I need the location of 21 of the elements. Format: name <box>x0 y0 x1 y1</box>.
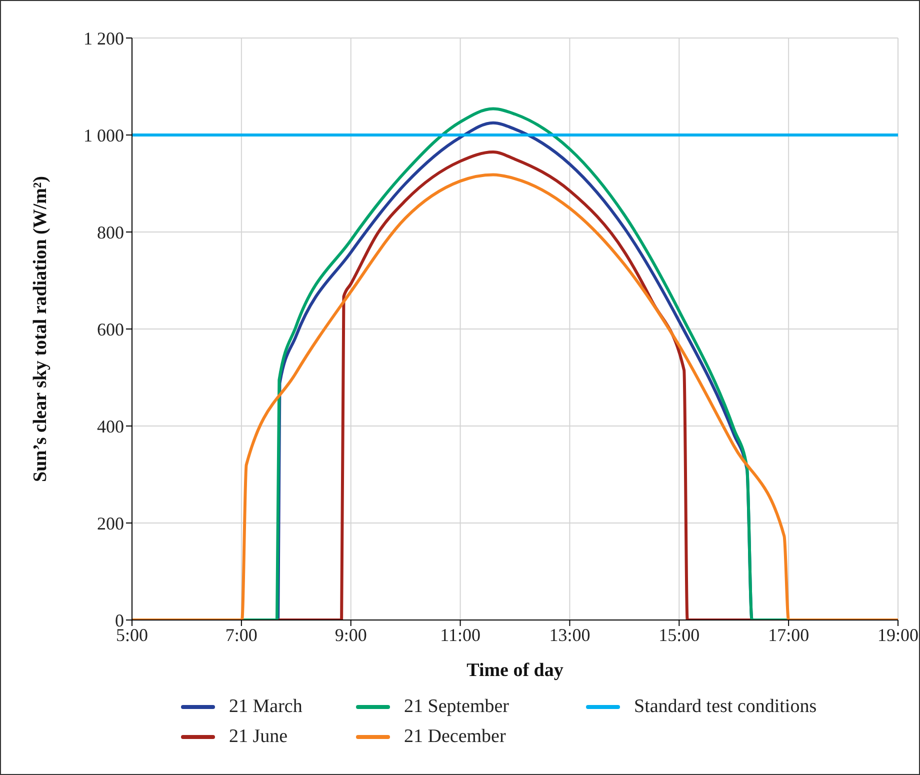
x-tick-label: 17:00 <box>768 624 810 645</box>
y-tick-label: 200 <box>97 513 124 534</box>
y-tick-label: 1 200 <box>84 28 124 48</box>
x-tick-label: 15:00 <box>658 624 700 645</box>
y-tick-label: 800 <box>97 222 124 242</box>
y-tick-label: 0 <box>115 610 124 630</box>
legend-label: Standard test conditions <box>634 696 817 718</box>
x-tick-label: 9:00 <box>334 624 367 645</box>
x-tick-label: 7:00 <box>225 624 258 645</box>
y-tick-label: 600 <box>97 319 124 340</box>
x-tick-label: 11:00 <box>440 624 480 645</box>
y-tick-label: 400 <box>97 416 124 436</box>
legend-label: 21 September <box>404 696 510 718</box>
legend-label: 21 March <box>229 696 302 718</box>
x-tick-label: 13:00 <box>549 624 590 645</box>
y-tick-label: 1 000 <box>84 125 124 146</box>
legend-label: 21 June <box>229 726 288 748</box>
x-tick-label: 19:00 <box>877 624 919 645</box>
legend-label: 21 December <box>404 726 506 748</box>
y-axis-title: Sun’s clear sky total radiation (W/m²) <box>30 176 51 482</box>
x-axis-title: Time of day <box>466 660 564 681</box>
